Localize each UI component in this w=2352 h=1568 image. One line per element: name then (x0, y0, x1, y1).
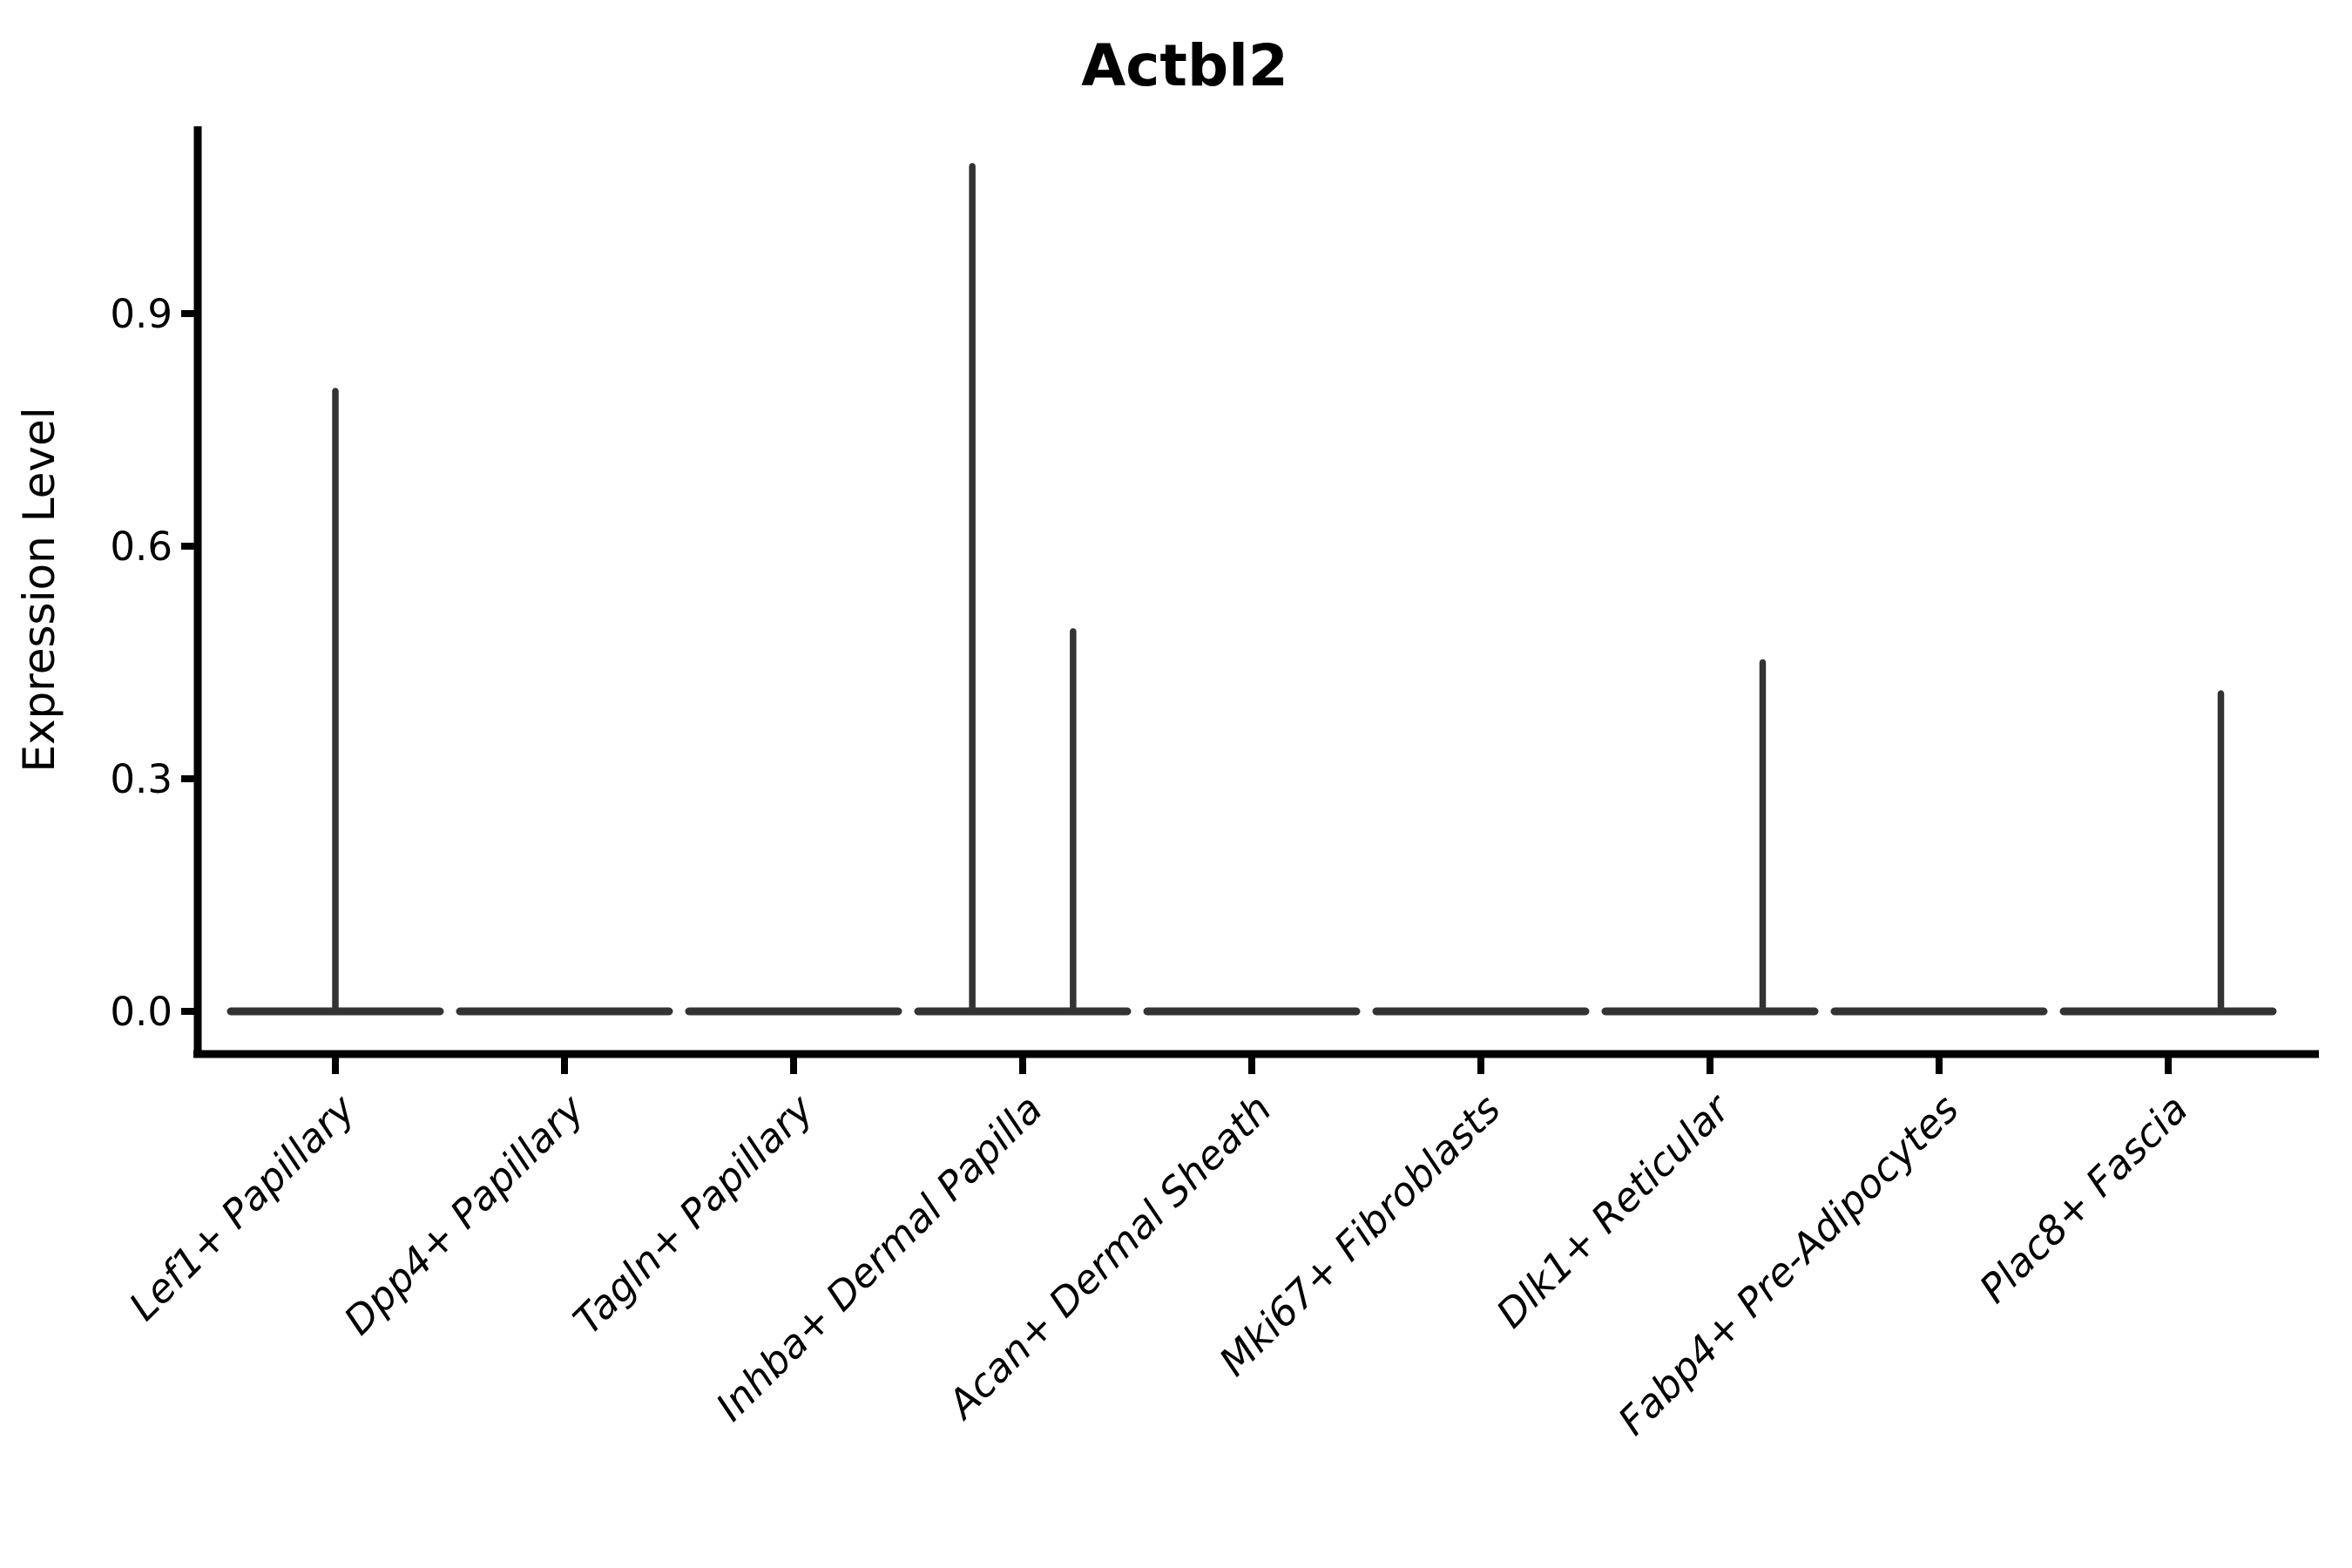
y-axis-label: Expression Level (14, 407, 64, 772)
x-tick-label: Plac8+ Fascia (1970, 1085, 2197, 1312)
y-tick-label: 0.0 (110, 989, 172, 1035)
y-tick-label: 0.3 (110, 756, 172, 802)
x-tick-label: Tagln+ Papillary (564, 1085, 823, 1343)
y-tick-label: 0.9 (110, 291, 172, 337)
x-tick-label: Lef1+ Papillary (120, 1085, 365, 1329)
chart-title: Actbl2 (1081, 32, 1288, 99)
y-tick-label: 0.6 (110, 524, 172, 570)
x-tick-label: Dpp4+ Papillary (335, 1085, 594, 1343)
x-tick-label: Dlk1+ Reticular (1487, 1085, 1740, 1337)
